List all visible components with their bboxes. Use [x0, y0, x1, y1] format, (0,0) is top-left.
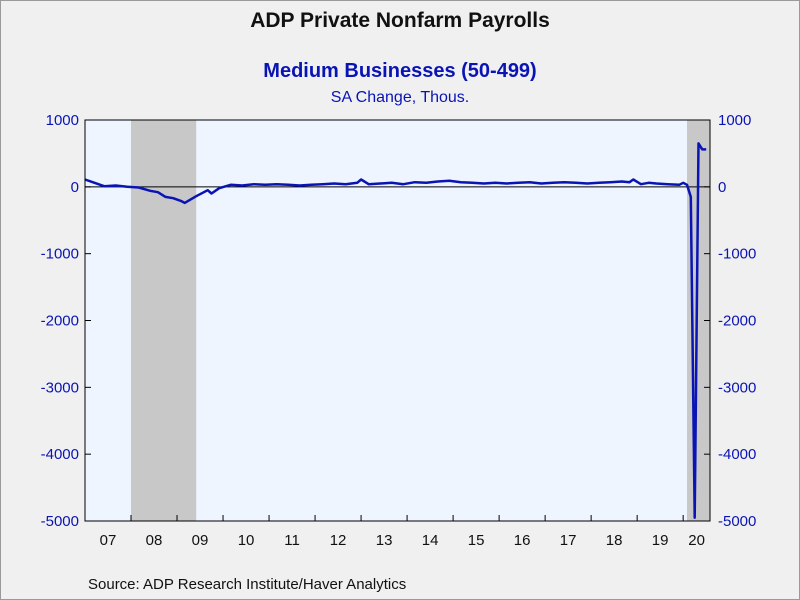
x-tick-label: 18	[606, 532, 623, 549]
x-tick-label: 19	[652, 532, 669, 549]
y-tick-label-right: -1000	[718, 246, 756, 263]
y-tick-label-left: 1000	[46, 112, 79, 129]
y-tick-label-right: 0	[718, 179, 726, 196]
x-tick-label: 11	[284, 532, 300, 549]
y-tick-label-left: -3000	[41, 379, 79, 396]
chart-units: SA Change, Thous.	[330, 89, 470, 106]
y-tick-label-left: -5000	[41, 513, 79, 530]
chart-subtitle: Medium Businesses (50-499)	[263, 60, 537, 82]
source-note: Source: ADP Research Institute/Haver Ana…	[88, 576, 407, 593]
x-tick-label: 20	[688, 532, 705, 549]
x-tick-label: 16	[514, 532, 531, 549]
recession-band	[131, 120, 197, 521]
x-tick-label: 17	[560, 532, 577, 549]
y-tick-label-right: -4000	[718, 446, 756, 463]
chart-title: ADP Private Nonfarm Payrolls	[250, 9, 550, 32]
x-tick-label: 07	[100, 532, 117, 549]
y-tick-label-left: 0	[71, 179, 79, 196]
y-tick-label-left: -4000	[41, 446, 79, 463]
x-tick-label: 08	[146, 532, 163, 549]
axes: 1000 1000 0 0 -1000 -1000 -2000 -2000 -3000 -3000…	[41, 112, 757, 549]
y-tick-label-right: 1000	[718, 112, 751, 129]
plot-area	[84, 120, 710, 521]
y-tick-label-left: -2000	[41, 313, 79, 330]
x-tick-label: 10	[238, 532, 255, 549]
x-tick-label: 14	[422, 532, 439, 549]
series-line	[84, 142, 707, 519]
y-tick-label-right: -2000	[718, 313, 756, 330]
x-tick-label: 12	[330, 532, 347, 549]
y-tick-label-right: -3000	[718, 379, 756, 396]
x-tick-label: 13	[376, 532, 393, 549]
y-tick-label-left: -1000	[41, 246, 79, 263]
y-tick-label-right: -5000	[718, 513, 756, 530]
x-tick-label: 09	[192, 532, 209, 549]
x-tick-label: 15	[468, 532, 485, 549]
